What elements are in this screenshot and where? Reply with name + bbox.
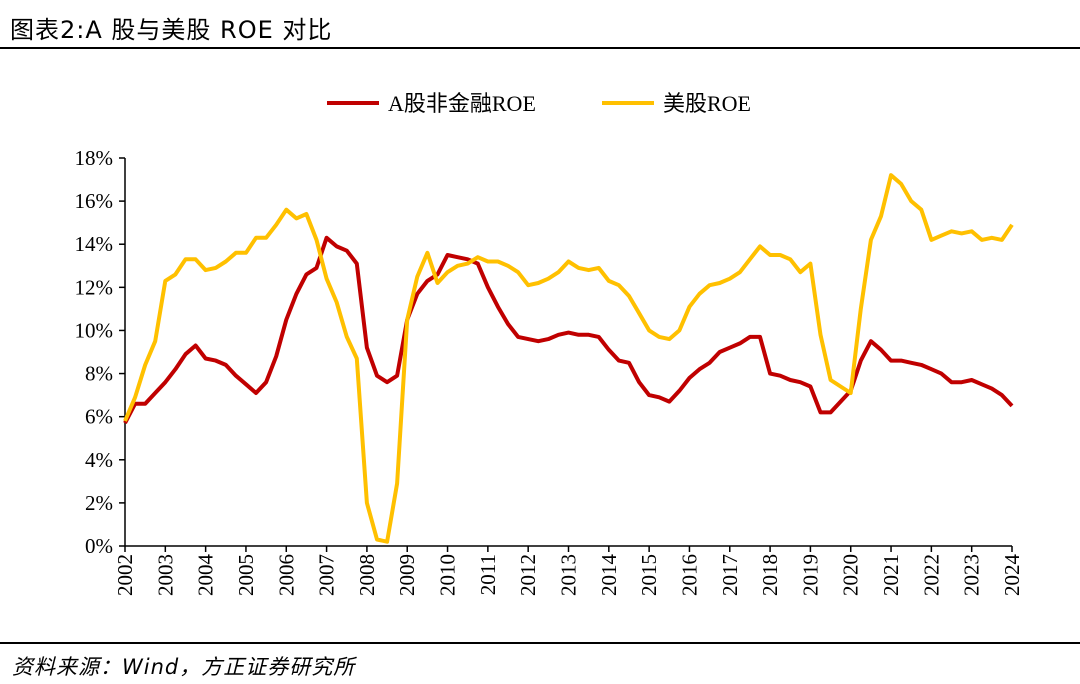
x-tick-label: 2003: [153, 554, 177, 596]
x-tick-label: 2024: [1000, 554, 1024, 597]
legend-label: 美股ROE: [663, 91, 751, 116]
bottom-divider: [0, 642, 1080, 644]
x-tick-label: 2009: [395, 554, 419, 596]
x-tick-label: 2021: [879, 554, 903, 596]
axes: 0% 2% 4% 6% 8% 10% 12% 14% 16% 18% 2002 2003 2004 200…: [75, 146, 1025, 596]
source-note: 资料来源：Wind，方正证券研究所: [12, 655, 356, 679]
y-tick-label: 8%: [85, 362, 113, 386]
y-tick-label: 6%: [85, 405, 113, 429]
y-tick-label: 2%: [85, 491, 113, 515]
x-tick-label: 2004: [194, 554, 218, 597]
y-tick-label: 12%: [75, 275, 114, 299]
x-tick-label: 2022: [919, 554, 943, 596]
series-line-a-share: [123, 235, 1014, 425]
top-divider: [0, 47, 1080, 49]
y-tick-label: 14%: [75, 232, 114, 256]
series-line-us: [123, 173, 1014, 544]
x-tick-label: 2008: [355, 554, 379, 596]
x-tick-label: 2011: [476, 554, 500, 595]
x-tick-label: 2012: [516, 554, 540, 596]
x-tick-label: 2017: [718, 554, 742, 596]
x-tick-label: 2010: [436, 554, 460, 596]
legend-label: A股非金融ROE: [388, 91, 536, 116]
x-tick-label: 2018: [758, 554, 782, 596]
y-tick-label: 4%: [85, 448, 113, 472]
x-tick-label: 2006: [274, 554, 298, 596]
y-tick-label: 18%: [75, 146, 114, 170]
x-tick-label: 2013: [557, 554, 581, 596]
x-tick-label: 2019: [798, 554, 822, 596]
figure-title: 图表2:A 股与美股 ROE 对比: [10, 16, 333, 44]
x-tick-label: 2005: [234, 554, 258, 596]
x-tick-label: 2016: [677, 554, 701, 596]
series-lines: [123, 173, 1014, 544]
y-tick-label: 16%: [75, 189, 114, 213]
y-tick-label: 0%: [85, 534, 113, 558]
x-tick-label: 2002: [113, 554, 137, 596]
x-tick-label: 2020: [839, 554, 863, 596]
legend: A股非金融ROE 美股ROE: [327, 91, 751, 116]
x-tick-label: 2014: [597, 554, 621, 597]
roe-line-chart: A股非金融ROE 美股ROE 0% 2% 4% 6% 8% 10% 12% 14% 16% 18% 2…: [75, 91, 1025, 596]
y-tick-label: 10%: [75, 318, 114, 342]
x-tick-label: 2015: [637, 554, 661, 596]
x-tick-label: 2007: [315, 554, 339, 596]
x-tick-label: 2023: [960, 554, 984, 596]
